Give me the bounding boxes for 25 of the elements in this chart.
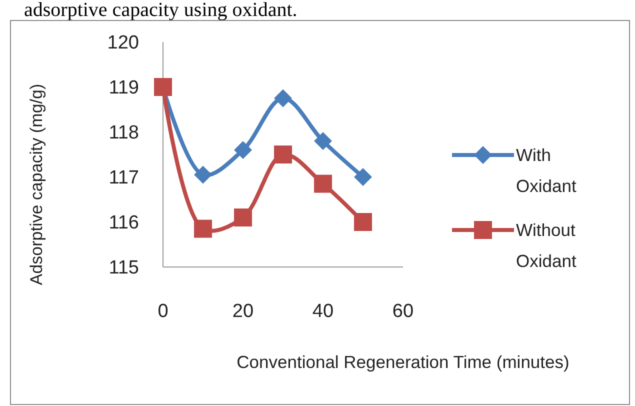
y-tick-label: 115 xyxy=(108,258,139,279)
legend-label: Without Oxidant xyxy=(516,220,576,271)
legend-label: With Oxidant xyxy=(516,145,576,196)
point xyxy=(274,89,292,108)
y-axis-title: Adsorptive capacity (mg/g) xyxy=(27,84,46,286)
y-tick-label: 116 xyxy=(108,212,139,234)
y-tick-label: 119 xyxy=(108,78,139,99)
point xyxy=(354,213,372,231)
point xyxy=(354,168,372,186)
point xyxy=(194,166,212,184)
x-tick-label: 60 xyxy=(392,301,414,322)
y-tick-label: 120 xyxy=(107,32,139,54)
point xyxy=(314,174,332,193)
point xyxy=(274,146,292,164)
x-tick-label: 0 xyxy=(158,301,168,322)
point xyxy=(234,141,252,159)
y-tick-label: 118 xyxy=(108,122,139,144)
point xyxy=(314,132,332,150)
x-tick-label: 40 xyxy=(312,301,334,322)
text: adsorptive capacity using oxidant. xyxy=(24,0,298,21)
x-tick-label: 20 xyxy=(232,301,254,322)
y-tick-label: 117 xyxy=(108,168,139,189)
point xyxy=(234,208,252,226)
x-axis-title: Conventional Regeneration Time (minutes) xyxy=(236,352,570,372)
point xyxy=(194,220,212,238)
